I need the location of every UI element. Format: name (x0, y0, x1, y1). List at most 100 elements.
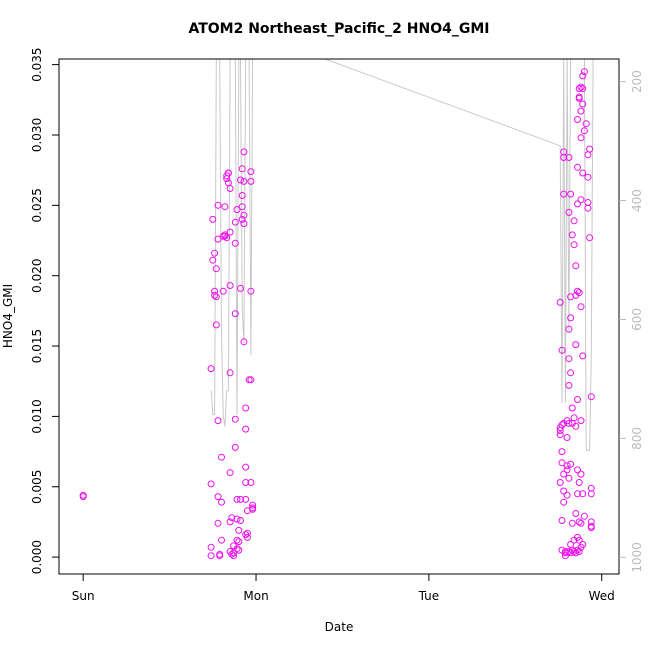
y-tick-label: 0.010 (30, 399, 44, 433)
data-point (219, 287, 227, 295)
data-point (209, 256, 217, 264)
data-point (579, 85, 587, 92)
data-point (556, 479, 564, 486)
data-point (231, 415, 239, 423)
data-point (568, 404, 576, 412)
pressure-line-layer (210, 59, 594, 451)
data-point (211, 249, 219, 257)
data-point (238, 165, 246, 173)
chart-title: ATOM2 Northeast_Pacific_2 HNO4_GMI (188, 21, 489, 37)
data-point (560, 487, 568, 495)
data-point (579, 541, 587, 548)
data-point (567, 190, 575, 198)
data-point (237, 284, 244, 292)
data-point (235, 546, 243, 554)
data-point (579, 169, 587, 177)
data-point (584, 173, 592, 181)
data-point (214, 201, 222, 209)
data-point (233, 206, 241, 214)
data-point (574, 200, 581, 208)
data-point (574, 163, 581, 171)
data-point (242, 495, 250, 503)
data-point (575, 479, 583, 486)
data-point (565, 419, 573, 427)
data-point (560, 190, 568, 198)
y2-tick-label: 800 (630, 427, 644, 450)
data-point (224, 169, 232, 177)
data-point (558, 448, 566, 456)
data-point (565, 355, 573, 363)
data-point (565, 154, 573, 161)
data-point (218, 536, 225, 544)
data-point (587, 393, 595, 401)
data-point (563, 466, 571, 474)
data-point (568, 231, 576, 239)
data-point (568, 519, 576, 527)
data-point (240, 220, 248, 228)
data-point (575, 94, 583, 102)
y-tick-label: 0.025 (30, 188, 44, 222)
points-layer (79, 68, 595, 560)
data-point (242, 463, 250, 471)
data-point (242, 404, 250, 412)
y-tick-label: 0.000 (30, 540, 44, 574)
data-point (247, 376, 255, 384)
data-point (570, 241, 578, 249)
pressure-line (210, 59, 594, 451)
data-point (233, 495, 241, 503)
data-point (242, 425, 250, 433)
data-point (221, 203, 229, 211)
data-point (242, 479, 250, 486)
data-point (249, 504, 257, 512)
data-point (237, 517, 244, 524)
data-point (558, 517, 566, 524)
data-point (214, 493, 222, 501)
data-point (586, 234, 594, 242)
data-point (558, 421, 566, 429)
data-point (218, 453, 225, 461)
data-point (584, 199, 592, 206)
y-tick-label: 0.035 (30, 47, 44, 81)
data-point (574, 287, 581, 295)
x-tick-label: Wed (589, 589, 615, 603)
data-point (249, 501, 257, 509)
data-point (575, 289, 583, 297)
data-point (587, 522, 595, 530)
data-point (558, 459, 566, 467)
data-point (240, 177, 248, 185)
data-point (226, 469, 234, 477)
data-point (563, 462, 571, 470)
data-point (565, 474, 573, 482)
right-axis: 200 400 600 800 1000 (619, 70, 644, 573)
data-point (237, 176, 244, 184)
data-point (247, 168, 255, 176)
data-point (212, 293, 220, 301)
plot-frame (58, 58, 620, 575)
data-point (574, 490, 581, 498)
data-point (214, 519, 222, 527)
data-point (567, 460, 575, 468)
data-point (560, 498, 568, 506)
data-point (207, 552, 215, 560)
data-point (218, 498, 225, 506)
y2-tick-label: 400 (630, 189, 644, 212)
data-point (577, 196, 585, 204)
data-point (238, 215, 246, 223)
data-point (226, 282, 234, 289)
data-point (212, 321, 220, 329)
data-point (577, 83, 585, 91)
data-point (231, 218, 239, 226)
data-point (577, 134, 585, 142)
data-point (580, 127, 588, 135)
data-point (586, 145, 594, 153)
data-point (563, 434, 571, 441)
data-point (226, 228, 234, 236)
data-point (574, 466, 581, 474)
data-point (230, 549, 238, 557)
data-point (577, 303, 585, 311)
data-point (584, 151, 592, 159)
data-point (235, 526, 243, 534)
data-point (79, 493, 87, 501)
data-point (207, 365, 215, 373)
